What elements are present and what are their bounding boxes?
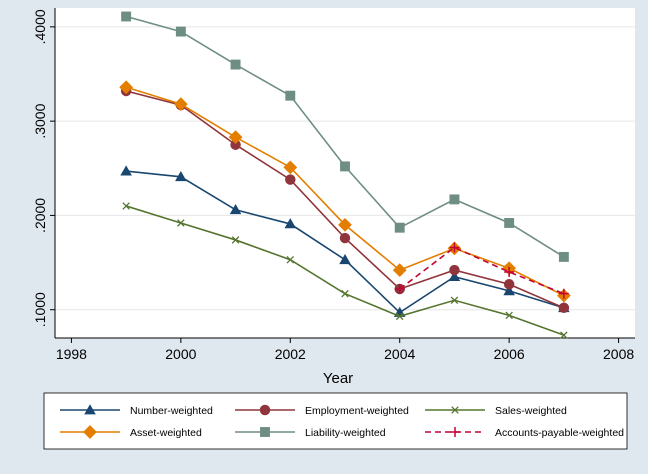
x-axis-title: Year — [323, 370, 353, 387]
legend-swatch-marker — [450, 427, 460, 437]
x-tick-label: 2006 — [494, 346, 525, 362]
legend-swatch-marker — [259, 404, 271, 416]
data-point-number-weighted — [175, 170, 187, 182]
data-point-asset-weighted — [283, 160, 298, 175]
data-point-liability-weighted — [285, 90, 296, 101]
data-point-sales-weighted — [286, 255, 295, 264]
series-line-accounts-payable-weighted — [399, 246, 565, 295]
legend-item-sales-weighted: Sales-weighted — [425, 405, 567, 417]
series-liability-weighted — [121, 11, 569, 262]
x-tick-label: 2000 — [165, 346, 196, 362]
data-point-sales-weighted — [177, 219, 185, 227]
data-point-accounts-payable-weighted — [504, 267, 515, 277]
data-point-sales-weighted — [560, 331, 568, 339]
y-tick-label: .1000 — [32, 292, 48, 327]
data-point-accounts-payable-weighted — [558, 288, 569, 299]
series-accounts-payable-weighted — [394, 242, 569, 299]
data-point-liability-weighted — [504, 218, 515, 228]
data-point-accounts-payable-weighted — [449, 242, 460, 253]
data-point-employment-weighted — [339, 232, 351, 244]
data-point-sales-weighted — [341, 289, 349, 298]
data-point-number-weighted — [503, 285, 515, 296]
data-point-number-weighted — [284, 218, 297, 229]
data-point-liability-weighted — [394, 222, 405, 233]
data-point-sales-weighted — [450, 296, 459, 305]
legend-label: Liability-weighted — [305, 427, 386, 439]
data-point-liability-weighted — [340, 161, 350, 172]
x-tick-label: 2008 — [603, 346, 634, 362]
data-point-number-weighted — [448, 270, 461, 282]
grid-layer — [55, 26, 635, 311]
data-point-liability-weighted — [558, 251, 569, 262]
data-point-sales-weighted — [231, 236, 240, 244]
legend-item-accounts-payable-weighted: Accounts-payable-weighted — [425, 427, 624, 439]
data-point-number-weighted — [339, 253, 351, 265]
series-layer — [119, 11, 571, 339]
x-tick-label: 1998 — [56, 346, 87, 362]
x-tick-label: 2002 — [275, 346, 306, 362]
data-point-asset-weighted — [338, 217, 352, 232]
legend-box — [43, 392, 628, 450]
legend-label: Number-weighted — [130, 405, 213, 417]
legend-swatch-marker — [451, 406, 459, 414]
legend-swatch-marker — [260, 427, 270, 437]
series-sales-weighted — [122, 202, 568, 339]
y-tick-label: .4000 — [32, 9, 48, 44]
data-point-number-weighted — [120, 165, 132, 176]
data-point-employment-weighted — [449, 264, 460, 276]
data-point-asset-weighted — [119, 80, 134, 95]
data-point-liability-weighted — [121, 11, 132, 22]
data-point-sales-weighted — [395, 312, 404, 321]
data-point-employment-weighted — [230, 139, 241, 150]
y-tick-label: .2000 — [32, 198, 48, 233]
data-point-asset-weighted — [228, 130, 243, 145]
legend-label: Asset-weighted — [130, 427, 202, 439]
data-point-liability-weighted — [230, 59, 241, 70]
legend-item-liability-weighted: Liability-weighted — [235, 427, 386, 439]
series-number-weighted — [120, 165, 570, 317]
data-point-liability-weighted — [175, 26, 186, 37]
y-tick-label: .3000 — [32, 103, 48, 138]
data-point-employment-weighted — [503, 279, 515, 290]
legend-label: Employment-weighted — [305, 405, 409, 417]
data-point-employment-weighted — [285, 174, 296, 185]
series-asset-weighted — [119, 80, 571, 303]
data-point-employment-weighted — [558, 302, 570, 314]
data-point-accounts-payable-weighted — [394, 284, 405, 294]
data-point-asset-weighted — [392, 263, 407, 277]
legend-label: Sales-weighted — [495, 405, 567, 417]
legend: Number-weighted Employment-weighted Sales-… — [60, 404, 624, 439]
data-point-sales-weighted — [122, 202, 130, 210]
data-point-number-weighted — [229, 203, 242, 215]
legend-swatch-marker — [84, 404, 96, 415]
legend-item-employment-weighted: Employment-weighted — [235, 404, 409, 417]
x-tick-label: 2004 — [384, 346, 415, 362]
legend-swatch-marker — [83, 425, 97, 439]
data-point-sales-weighted — [505, 311, 513, 320]
legend-item-number-weighted: Number-weighted — [60, 404, 213, 417]
legend-item-asset-weighted: Asset-weighted — [60, 425, 202, 439]
data-point-asset-weighted — [173, 97, 188, 112]
legend-label: Accounts-payable-weighted — [495, 427, 624, 439]
axes-layer: .1000 .2000 .3000 .4000 1998 2000 2002 2004 2006… — [32, 8, 635, 362]
data-point-liability-weighted — [449, 194, 460, 205]
